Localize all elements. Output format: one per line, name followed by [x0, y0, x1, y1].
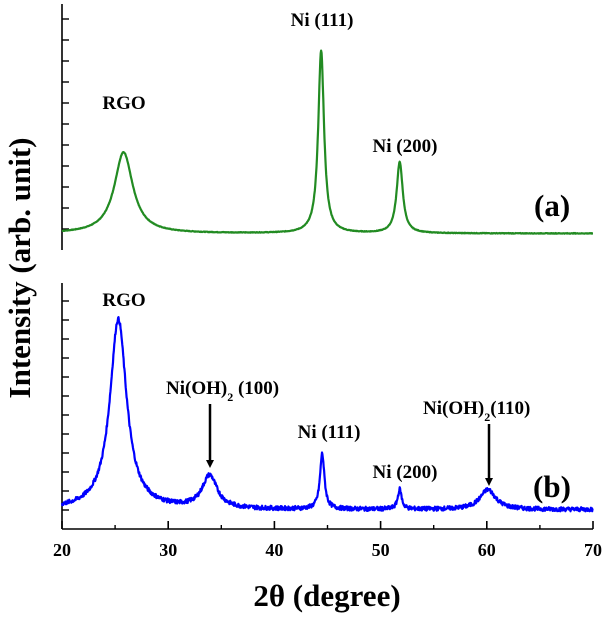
y-tick-marks — [62, 18, 69, 511]
y-axis-title: Intensity (arb. unit) — [2, 138, 37, 399]
x-tick-label: 20 — [53, 540, 71, 560]
x-tick-marks: 20 30 40 50 60 70 — [53, 521, 602, 560]
x-tick-label: 60 — [478, 540, 496, 560]
x-tick-label: 70 — [584, 540, 602, 560]
series-a-line — [61, 49, 594, 235]
x-tick-label: 50 — [372, 540, 390, 560]
peak-label-b-ni111: Ni (111) — [298, 422, 361, 443]
peak-label-a-ni111: Ni (111) — [291, 10, 354, 31]
arrow-label-nioh2-110: Ni(OH)2(110) — [423, 398, 530, 424]
peak-label-b-rgo: RGO — [102, 290, 145, 311]
panel-label-b: (b) — [533, 469, 571, 504]
panel-label-a: (a) — [534, 188, 570, 223]
x-tick-label: 40 — [265, 540, 283, 560]
x-tick-label: 30 — [159, 540, 177, 560]
peak-label-a-rgo: RGO — [102, 93, 145, 114]
series-b-line — [60, 316, 594, 513]
x-axis-title: 2θ (degree) — [253, 578, 400, 613]
arrow-label-nioh2-100: Ni(OH)2 (100) — [166, 378, 279, 404]
peak-label-b-ni200: Ni (200) — [373, 462, 438, 483]
peak-label-a-ni200: Ni (200) — [373, 136, 438, 157]
